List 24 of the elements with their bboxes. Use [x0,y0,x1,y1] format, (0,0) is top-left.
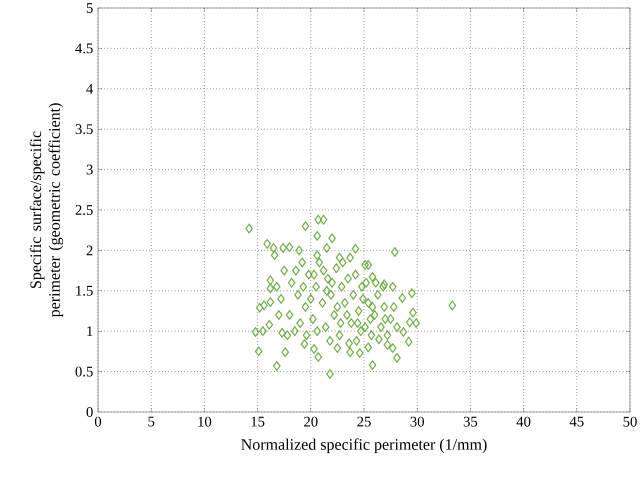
y-tick-label: 3 [86,164,93,175]
x-tick-label: 15 [252,416,264,427]
y-tick-label: 1.5 [76,286,93,296]
y-tick-label: 0.5 [76,366,93,377]
y-tick-label: 2 [86,246,92,256]
y-axis-title: Specific surface/specific perimeter (geometric coefficient) [30,103,64,318]
x-tick-label: 35 [464,416,478,427]
x-tick-label: 40 [516,416,530,427]
y-tick-label: 3.5 [76,124,93,134]
y-tick-label: 4 [86,84,94,94]
x-tick-label: 20 [304,416,318,427]
x-tick-label: 30 [410,416,424,427]
x-tick-label: 5 [148,416,154,426]
x-tick-label: 50 [624,416,637,427]
x-tick-label: 25 [357,416,371,427]
x-tick-label: 0 [94,416,102,427]
y-tick-label: 1 [87,326,92,336]
y-tick-label: 5 [86,3,93,13]
x-tick-label: 45 [570,416,584,426]
y-tick-label: 2.5 [76,205,93,215]
x-tick-label: 10 [198,416,212,427]
y-tick-label: 4.5 [75,43,93,54]
y-tick-label: 0 [86,407,93,417]
x-axis-title: Normalized specific perimeter (1/mm) [241,438,487,454]
